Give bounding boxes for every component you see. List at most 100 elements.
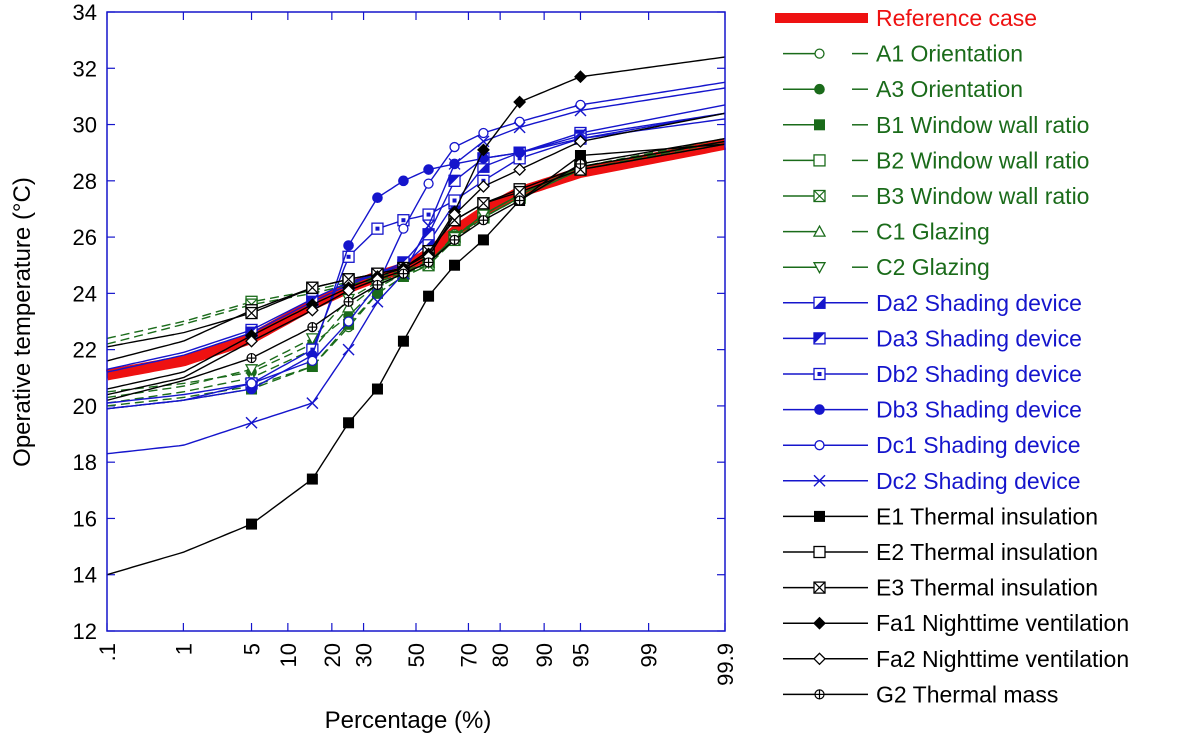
data-point-dc1-shading-device: [449, 141, 460, 153]
legend-label: Reference case: [876, 5, 1037, 31]
y-tick-label: 16: [73, 506, 97, 531]
legend-marker: [813, 616, 826, 630]
data-point-g2-thermal-mass: [307, 322, 318, 333]
legend-marker: [814, 689, 825, 700]
y-tick-label: 26: [73, 225, 97, 250]
y-tick-label: 28: [73, 169, 97, 194]
y-tick-labels: 12 14 16 18 20 22 24 26 28 30 32 34: [73, 0, 97, 644]
legend-item-db2-shading-device: Db2 Shading device: [783, 361, 1082, 387]
legend-label: B1 Window wall ratio: [876, 112, 1089, 138]
data-point-e1-thermal-insulation: [397, 335, 409, 347]
x-tick-label: 99: [637, 643, 662, 667]
legend-marker: [813, 189, 826, 203]
data-point-e1-thermal-insulation: [371, 383, 383, 395]
legend-label: Dc2 Shading device: [876, 468, 1081, 494]
data-point-g2-thermal-mass: [372, 279, 383, 291]
data-point-c2-glazing: [476, 209, 491, 222]
y-tick-label: 18: [73, 450, 97, 475]
data-point-fa1-nighttime-ventilation: [574, 70, 587, 84]
data-point-dc1-shading-device: [478, 127, 489, 139]
legend-marker: [812, 224, 827, 237]
data-point-g2-thermal-mass: [449, 234, 460, 246]
x-tick-label: 1: [171, 643, 196, 655]
y-tick-label: 24: [73, 281, 97, 306]
plot-area-frame: [106, 11, 726, 632]
legend-marker: [812, 262, 827, 275]
legend-marker: [813, 474, 826, 487]
data-point-g2-thermal-mass: [398, 268, 409, 279]
data-point-db2-shading-device: [342, 250, 355, 263]
series-line-da2-shading-device: [106, 104, 726, 370]
legend-item-dc2-shading-device: Dc2 Shading device: [783, 468, 1081, 494]
data-point-fa2-nighttime-ventilation: [305, 303, 319, 317]
legend-label: C1 Glazing: [876, 219, 990, 245]
legend-marker: [814, 440, 825, 451]
series-lines: [105, 56, 727, 576]
series-line-g2-thermal-mass: [106, 137, 726, 401]
data-point-dc1-shading-device: [246, 378, 257, 389]
data-point-db3-shading-device: [343, 240, 354, 251]
legend-marker: [813, 154, 826, 167]
legend-label: Fa1 Nighttime ventilation: [876, 610, 1129, 636]
legend-label: Da3 Shading device: [876, 325, 1082, 351]
data-point-c2-glazing: [305, 333, 319, 346]
data-point-dc2-shading-device: [245, 416, 258, 429]
x-tick-labels: .1 1 5 10 20 30 50 70 80 90 95 99 99.9: [95, 643, 738, 686]
data-point-g2-thermal-mass: [423, 257, 434, 268]
series-line-dc1-shading-device: [106, 81, 726, 404]
legend-item-dc1-shading-device: Dc1 Shading device: [783, 432, 1081, 458]
y-tick-label: 20: [73, 394, 97, 419]
legend-item-g2-thermal-mass: G2 Thermal mass: [783, 681, 1058, 707]
data-point-dc1-shading-device: [514, 116, 525, 127]
data-point-g2-thermal-mass: [343, 296, 354, 307]
legend-item-e1-thermal-insulation: E1 Thermal insulation: [783, 503, 1098, 529]
series-line-c1-glazing: [106, 140, 726, 404]
data-point-db3-shading-device: [398, 175, 409, 187]
data-point-fa1-nighttime-ventilation: [477, 143, 490, 157]
legend-label: Db3 Shading device: [876, 397, 1082, 423]
legend-label: C2 Glazing: [876, 254, 990, 280]
legend-item-a1-orientation: A1 Orientation: [783, 41, 1023, 67]
data-point-db3-shading-device: [372, 192, 383, 203]
legend-item-e3-thermal-insulation: E3 Thermal insulation: [783, 575, 1098, 601]
data-point-fa1-nighttime-ventilation: [513, 95, 527, 109]
data-point-fa2-nighttime-ventilation: [448, 208, 461, 222]
x-axis-title: Percentage (%): [325, 707, 492, 734]
legend-item-b3-window-wall-ratio: B3 Window wall ratio: [783, 183, 1089, 209]
legend-marker: [814, 83, 825, 95]
x-tick-label: 10: [276, 643, 301, 667]
data-point-e3-thermal-insulation: [306, 281, 319, 294]
data-point-g2-thermal-mass: [246, 352, 257, 364]
series-line-b3-window-wall-ratio: [106, 143, 726, 345]
x-tick-label: 99.9: [713, 643, 738, 686]
legend-item-b1-window-wall-ratio: B1 Window wall ratio: [783, 112, 1089, 138]
x-tick-label: 95: [568, 643, 593, 667]
data-point-e1-thermal-insulation: [449, 259, 461, 271]
legend-label: Fa2 Nighttime ventilation: [876, 646, 1129, 672]
legend-item-fa2-nighttime-ventilation: Fa2 Nighttime ventilation: [783, 646, 1129, 672]
y-tick-label: 34: [73, 0, 97, 25]
series-line-fa1-nighttime-ventilation: [106, 56, 726, 390]
legend: Reference case A1 Orientation A3 Orientati…: [775, 5, 1129, 707]
data-point-fa2-nighttime-ventilation: [245, 334, 258, 348]
x-tick-label: 50: [404, 643, 429, 667]
data-point-g2-thermal-mass: [575, 158, 586, 170]
data-point-fa2-nighttime-ventilation: [513, 163, 527, 176]
data-point-e3-thermal-insulation: [245, 306, 258, 320]
legend-label: Da2 Shading device: [876, 290, 1082, 316]
series-line-a1-orientation: [106, 140, 726, 407]
x-tick-label: 20: [320, 643, 345, 667]
x-tick-label: 70: [456, 643, 481, 667]
legend-label: B3 Window wall ratio: [876, 183, 1089, 209]
data-point-dc2-shading-device: [342, 343, 355, 356]
legend-item-b2-window-wall-ratio: B2 Window wall ratio: [783, 147, 1089, 173]
legend-label: Dc1 Shading device: [876, 432, 1081, 458]
y-tick-label: 30: [73, 113, 97, 138]
legend-label: E2 Thermal insulation: [876, 539, 1098, 565]
legend-marker: [814, 48, 825, 59]
legend-item-db3-shading-device: Db3 Shading device: [783, 397, 1082, 423]
series-line-fa2-nighttime-ventilation: [106, 112, 726, 396]
data-point-dc1-shading-device: [343, 316, 354, 327]
data-point-db3-shading-device: [423, 164, 434, 175]
